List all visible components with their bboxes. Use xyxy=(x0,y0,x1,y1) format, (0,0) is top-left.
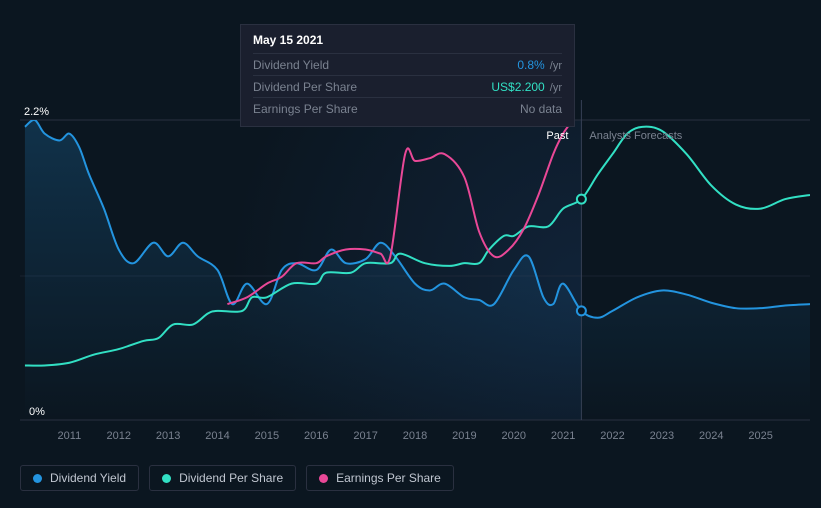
x-axis-tick: 2023 xyxy=(650,430,674,442)
chart-tooltip: May 15 2021 Dividend Yield0.8% /yrDivide… xyxy=(240,24,575,127)
x-axis-tick: 2018 xyxy=(403,430,427,442)
legend-label: Earnings Per Share xyxy=(336,471,441,485)
x-axis-tick: 2025 xyxy=(748,430,772,442)
x-axis-tick: 2017 xyxy=(353,430,377,442)
legend-label: Dividend Per Share xyxy=(179,471,283,485)
tooltip-row: Dividend Yield 0.8% /yr xyxy=(253,53,562,75)
legend-dot-icon xyxy=(162,474,171,483)
tooltip-row: Earnings Per Share No data xyxy=(253,97,562,118)
legend-dot-icon xyxy=(319,474,328,483)
tooltip-row-suffix: /yr xyxy=(547,60,562,72)
x-axis-tick: 2013 xyxy=(156,430,180,442)
x-axis-tick: 2022 xyxy=(600,430,624,442)
legend-item[interactable]: Earnings Per Share xyxy=(306,465,454,491)
tooltip-row-label: Earnings Per Share xyxy=(253,100,358,118)
tooltip-row-value: US$2.200 xyxy=(491,80,544,94)
x-axis-tick: 2014 xyxy=(205,430,229,442)
tooltip-row-value: No data xyxy=(520,100,562,118)
tooltip-row-label: Dividend Yield xyxy=(253,56,329,75)
tooltip-row-value: 0.8% xyxy=(517,58,544,72)
marker-dividend_yield xyxy=(577,306,586,315)
x-axis-tick: 2016 xyxy=(304,430,328,442)
tooltip-row-label: Dividend Per Share xyxy=(253,78,357,97)
x-axis-tick: 2021 xyxy=(551,430,575,442)
x-axis-tick: 2011 xyxy=(58,430,82,442)
tooltip-row-suffix: /yr xyxy=(547,82,562,94)
legend-label: Dividend Yield xyxy=(50,471,126,485)
chart-legend: Dividend Yield Dividend Per Share Earnings… xyxy=(20,465,454,491)
marker-dividend_per_share xyxy=(577,195,586,204)
section-label-forecast: Analysts Forecasts xyxy=(589,130,682,142)
x-axis-tick: 2020 xyxy=(502,430,526,442)
x-axis-tick: 2012 xyxy=(107,430,131,442)
legend-item[interactable]: Dividend Per Share xyxy=(149,465,296,491)
legend-dot-icon xyxy=(33,474,42,483)
x-axis-tick: 2019 xyxy=(452,430,476,442)
tooltip-date: May 15 2021 xyxy=(253,33,562,47)
x-axis-tick: 2015 xyxy=(255,430,279,442)
legend-item[interactable]: Dividend Yield xyxy=(20,465,139,491)
tooltip-row: Dividend Per Share US$2.200 /yr xyxy=(253,75,562,97)
section-label-past: Past xyxy=(546,130,568,142)
x-axis-tick: 2024 xyxy=(699,430,723,442)
